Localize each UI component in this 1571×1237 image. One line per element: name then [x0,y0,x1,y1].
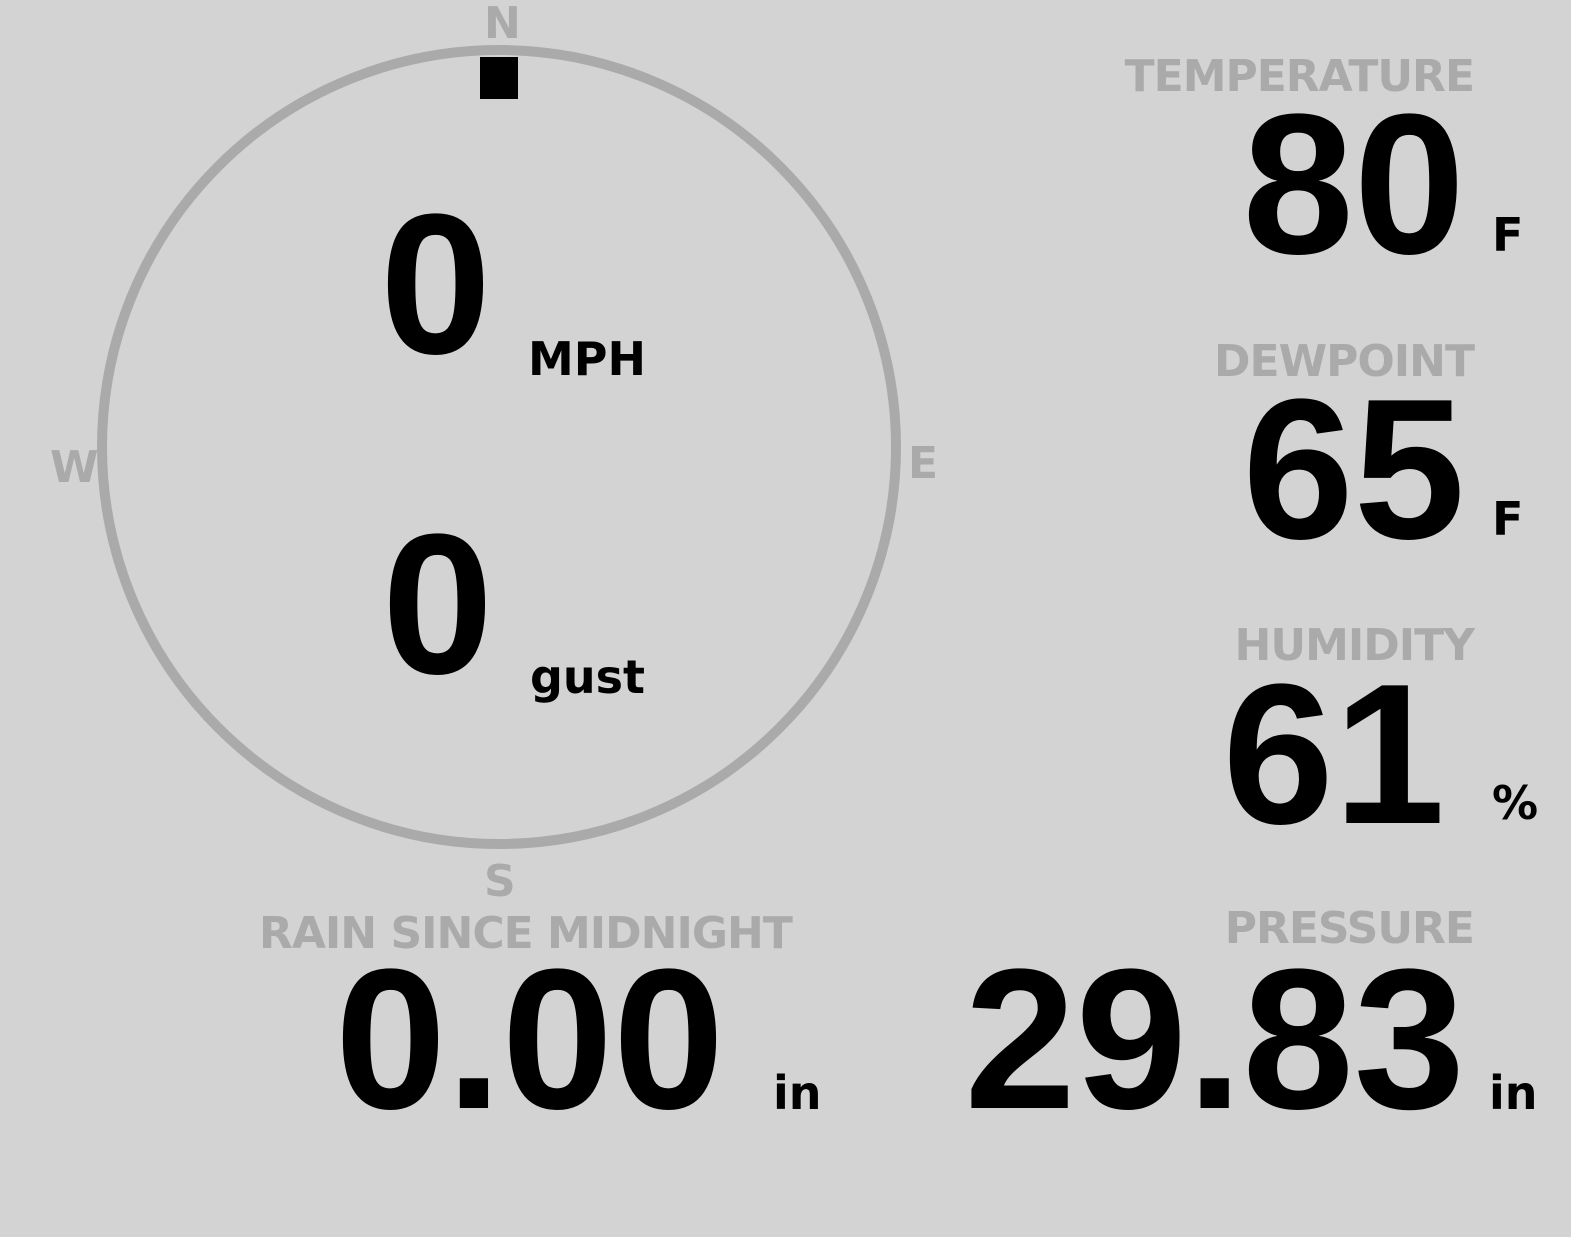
rain-value: 0.00 [335,928,725,1151]
compass-circle [97,45,901,849]
wind-gust-unit: gust [530,650,646,704]
pressure-unit: in [1489,1066,1538,1120]
pressure-label: PRESSURE [1224,903,1475,954]
humidity-unit: % [1492,776,1539,830]
dewpoint-label: DEWPOINT [1214,336,1475,387]
wind-speed-value: 0 [380,173,492,396]
dewpoint-unit: F [1492,492,1524,546]
compass-ring [97,45,901,849]
compass-north: N [484,0,521,49]
compass-west: W [50,442,99,493]
temperature-value: 80 [1242,73,1465,296]
temperature-unit: F [1492,208,1524,262]
pressure-value: 29.83 [964,928,1466,1151]
compass-east: E [908,438,939,489]
rain-unit: in [773,1066,822,1120]
compass-south: S [484,856,516,907]
wind-speed-unit: MPH [528,332,646,386]
temperature-label: TEMPERATURE [1124,51,1475,102]
humidity-label: HUMIDITY [1234,620,1475,671]
wind-gust-value: 0 [382,493,494,716]
humidity-value: 61 [1222,643,1445,866]
dewpoint-value: 65 [1242,358,1465,581]
wind-direction-marker [480,57,518,99]
rain-label: RAIN SINCE MIDNIGHT [259,908,793,959]
